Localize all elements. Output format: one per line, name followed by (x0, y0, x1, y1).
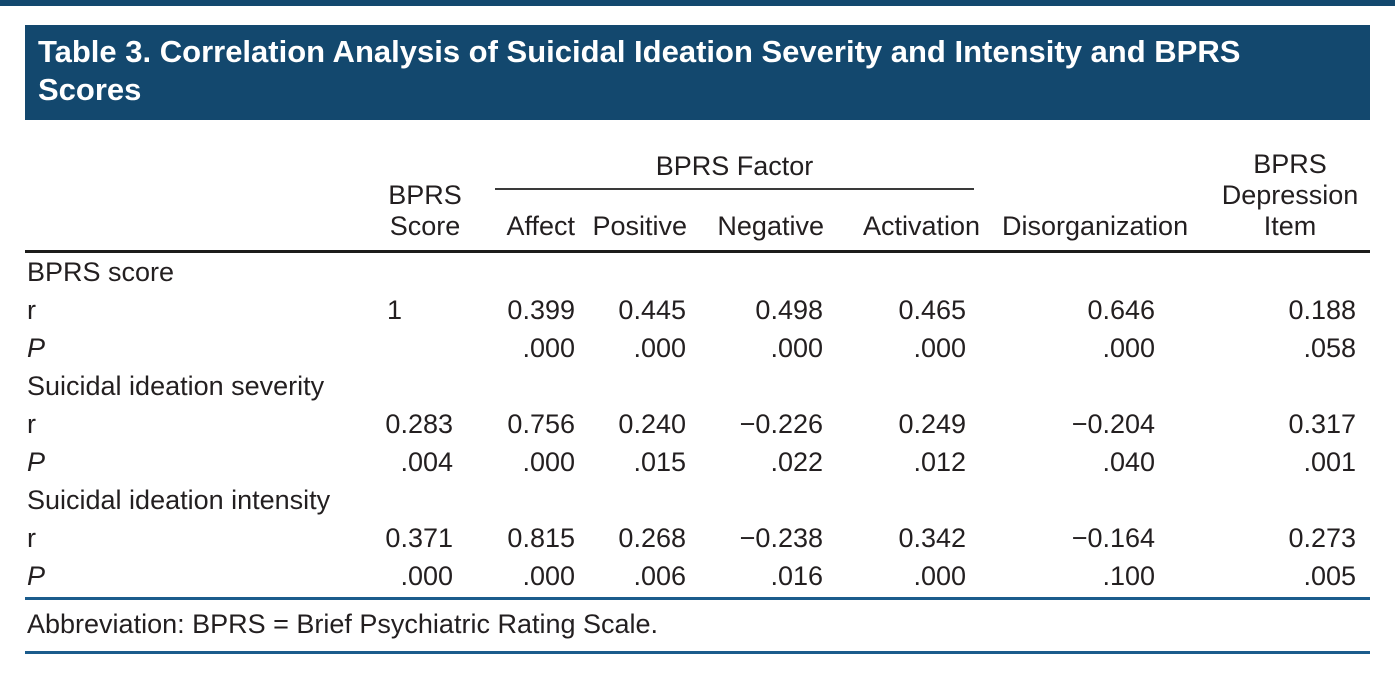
data-row: r 0.283 0.756 0.240 −0.226 0.249 −0.204 0.317 (25, 405, 1370, 443)
column-header-bprs-depression-item: BPRS Depression Item (1210, 132, 1370, 252)
column-header-disorganization: Disorganization (1001, 211, 1189, 241)
value-cell: 0.240 (618, 409, 686, 439)
value-cell: .004 (400, 447, 453, 477)
table-figure: Table 3. Correlation Analysis of Suicida… (25, 25, 1371, 654)
bprs-factor-label: BPRS Factor (495, 151, 975, 190)
value-cell: 0.249 (898, 409, 967, 439)
depression-line2: Depression (1221, 180, 1359, 210)
value-cell: .100 (1102, 561, 1156, 591)
section-label: Suicidal ideation intensity (27, 485, 331, 515)
value-cell: .005 (1303, 561, 1357, 591)
top-accent-bar (0, 0, 1395, 6)
value-cell: 0.317 (1288, 409, 1357, 439)
value-cell: −0.238 (739, 523, 823, 553)
value-cell: .016 (770, 561, 823, 591)
table-header: BPRS Score BPRS Factor Disorganization B… (25, 132, 1371, 252)
row-label: P (27, 561, 46, 591)
row-label: r (27, 295, 36, 325)
value-cell: 0.646 (1087, 295, 1156, 325)
value-cell: .040 (1102, 447, 1156, 477)
value-cell: 0.756 (507, 409, 575, 439)
value-cell: 0.399 (507, 295, 575, 325)
row-label: P (27, 333, 46, 363)
table-title-bar: Table 3. Correlation Analysis of Suicida… (25, 25, 1370, 120)
value-cell: .022 (770, 447, 823, 477)
section-label: Suicidal ideation severity (27, 371, 325, 401)
value-cell: −0.204 (1071, 409, 1156, 439)
row-label: P (27, 447, 46, 477)
value-cell: 0.342 (898, 523, 967, 553)
value-cell: .001 (1303, 447, 1357, 477)
correlation-table: BPRS Score BPRS Factor Disorganization B… (25, 132, 1371, 596)
value-cell: 0.445 (618, 295, 686, 325)
value-cell (385, 329, 465, 367)
value-cell: .000 (400, 561, 453, 591)
section-row: Suicidal ideation severity (25, 367, 1370, 405)
data-row: r 1 0.399 0.445 0.498 0.465 0.646 0.188 (25, 291, 1370, 329)
depression-line1: BPRS (1253, 149, 1327, 179)
value-cell: .000 (913, 561, 967, 591)
value-cell: 0.283 (385, 409, 453, 439)
value-cell: .000 (522, 333, 575, 363)
column-header-bprs-score: BPRS Score (385, 132, 465, 252)
table-title-line1: Table 3. Correlation Analysis of Suicida… (38, 34, 1241, 69)
value-cell: 0.273 (1288, 523, 1357, 553)
depression-line3: Item (1263, 211, 1317, 241)
value-cell: .015 (633, 447, 686, 477)
data-row: P .000 .000 .000 .000 .000 .058 (25, 329, 1370, 367)
value-cell: −0.164 (1071, 523, 1156, 553)
value-cell: .000 (1102, 333, 1156, 363)
section-row: BPRS score (25, 252, 1370, 292)
value-cell: −0.226 (739, 409, 823, 439)
value-cell: .006 (633, 561, 686, 591)
value-cell: .000 (770, 333, 823, 363)
value-cell: .000 (633, 333, 686, 363)
column-header-negative: Negative (717, 211, 824, 241)
data-row: P .004 .000 .015 .022 .012 .040 .001 (25, 443, 1370, 481)
value-cell: .012 (913, 447, 967, 477)
bprs-score-line1: BPRS (388, 180, 462, 210)
row-label-column-header (25, 132, 385, 252)
value-cell: .058 (1303, 333, 1357, 363)
bprs-score-line2: Score (389, 211, 461, 241)
value-cell: 0.498 (755, 295, 823, 325)
value-cell: 0.371 (385, 523, 453, 553)
row-label: r (27, 409, 36, 439)
value-cell: 0.465 (898, 295, 967, 325)
table-title-line2: Scores (38, 72, 142, 107)
column-header-affect: Affect (506, 211, 575, 241)
value-cell: .000 (522, 561, 575, 591)
column-header-positive: Positive (592, 211, 687, 241)
value-cell: 0.188 (1288, 295, 1357, 325)
section-label: BPRS score (27, 257, 175, 287)
data-row: P .000 .000 .006 .016 .000 .100 .005 (25, 557, 1370, 595)
table-footnote: Abbreviation: BPRS = Brief Psychiatric R… (25, 597, 1370, 654)
value-cell: 0.268 (618, 523, 686, 553)
value-cell: 0.815 (507, 523, 575, 553)
data-row: r 0.371 0.815 0.268 −0.238 0.342 −0.164 0.273 (25, 519, 1370, 557)
row-label: r (27, 523, 36, 553)
section-row: Suicidal ideation intensity (25, 481, 1370, 519)
value-cell: .000 (522, 447, 575, 477)
value-cell: .000 (913, 333, 967, 363)
value-cell: 1 (387, 295, 403, 325)
column-header-activation: Activation (862, 211, 981, 241)
column-group-bprs-factor: BPRS Factor (465, 132, 980, 198)
table-body: BPRS score r 1 0.399 0.445 0.498 0.465 0.646 0.1… (25, 252, 1370, 596)
